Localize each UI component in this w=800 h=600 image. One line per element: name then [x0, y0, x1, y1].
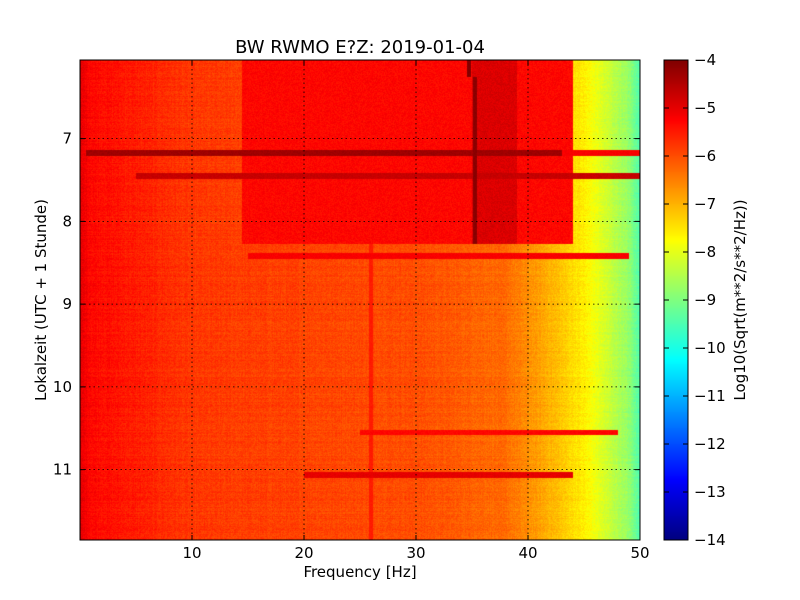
spectrogram-plot [80, 60, 640, 540]
chart-title: BW RWMO E?Z: 2019-01-04 [235, 37, 485, 58]
colorbar-tick-label: −14 [694, 531, 726, 549]
grid-lines [80, 60, 640, 540]
colorbar-tick-label: −13 [694, 483, 726, 501]
y-tick-label: 8 [62, 212, 72, 230]
y-axis-label: Lokalzeit (UTC + 1 Stunde) [32, 199, 50, 401]
x-tick-label: 40 [518, 544, 537, 562]
colorbar-tick-label: −4 [694, 51, 716, 69]
spectrogram-image [80, 60, 640, 540]
y-tick-label: 7 [62, 130, 72, 148]
colorbar-tick-label: −8 [694, 243, 716, 261]
x-tick-label: 30 [406, 544, 425, 562]
colorbar-tick-label: −5 [694, 99, 716, 117]
colorbar-tick-label: −9 [694, 291, 716, 309]
colorbar-tick-label: −11 [694, 387, 726, 405]
y-tick-label: 9 [62, 295, 72, 313]
colorbar-tick-label: −7 [694, 195, 716, 213]
colorbar-tick-label: −6 [694, 147, 716, 165]
y-axis: 7 8 9 10 11 [53, 130, 640, 479]
y-tick-label: 10 [53, 378, 72, 396]
colorbar-ticks: −4 −5 −6 −7 −8 −9 −10 −11 −12 −13 −14 [664, 51, 726, 549]
x-tick-label: 20 [294, 544, 313, 562]
colorbar-tick-label: −12 [694, 435, 726, 453]
x-axis-label: Frequency [Hz] [303, 563, 416, 581]
colorbar-tick-label: −10 [694, 339, 726, 357]
plot-frame [79, 59, 641, 541]
y-tick-label: 11 [53, 461, 72, 479]
x-tick-label: 50 [630, 544, 649, 562]
x-tick-label: 10 [182, 544, 201, 562]
colorbar-label: Log10(Sqrt(m**2/s**2/Hz)) [731, 199, 749, 400]
x-axis: 10 20 30 40 50 [182, 60, 650, 562]
